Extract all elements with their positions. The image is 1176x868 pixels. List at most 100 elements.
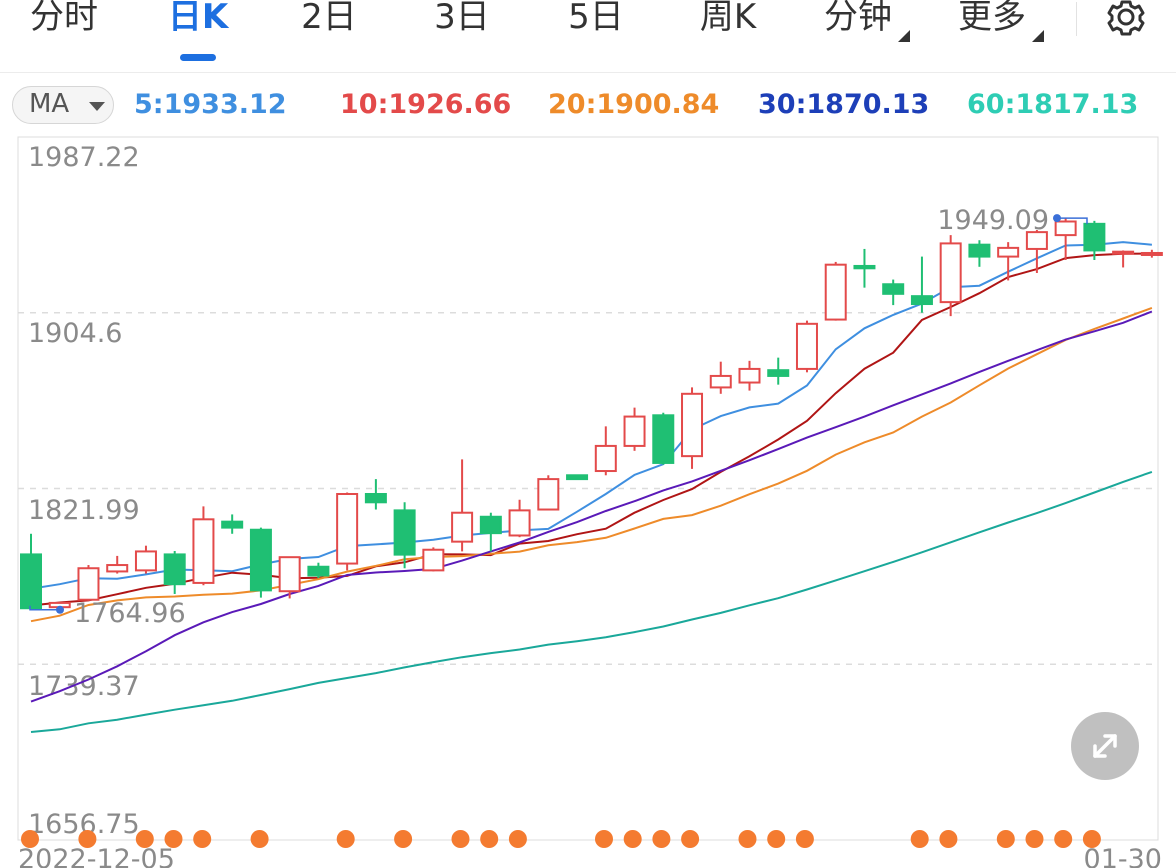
candle (767, 357, 790, 385)
candle (1112, 250, 1135, 268)
candle-body (566, 474, 589, 481)
candle (20, 533, 42, 610)
candle-body (795, 322, 818, 370)
event-marker-dot (451, 830, 470, 848)
candle (594, 426, 617, 476)
candle-body (1054, 220, 1077, 237)
tab-more[interactable]: 更多 (958, 0, 1026, 37)
candles (20, 218, 1163, 612)
candle-body (307, 565, 330, 577)
event-marker-dot (193, 830, 212, 848)
candle (221, 514, 244, 534)
ma20-value: 20:1900.84 (548, 89, 720, 120)
candle-body (968, 243, 991, 258)
ma-indicator-select[interactable]: MA (12, 86, 114, 124)
candle (652, 412, 675, 465)
candle-body (910, 295, 933, 306)
candle-body (882, 283, 905, 295)
candle-body (393, 509, 416, 556)
candle (997, 242, 1020, 281)
min-leader-line (29, 605, 60, 611)
candle-body (997, 246, 1020, 258)
period-tab-bar: 分时 日K 2日 3日 5日 周K 分钟 更多 (0, 0, 1176, 73)
candle (134, 545, 157, 574)
candle (566, 474, 589, 481)
ma60-value: 60:1817.13 (967, 89, 1139, 120)
event-marker-dot (939, 830, 958, 848)
candle-body (738, 367, 761, 384)
tab-3-day[interactable]: 3日 (434, 0, 490, 37)
candle-body (709, 374, 732, 389)
candle (910, 256, 933, 313)
candle (192, 506, 215, 586)
event-marker-dot (595, 830, 613, 848)
tab-2-day[interactable]: 2日 (301, 0, 357, 37)
caret-down-icon (89, 102, 105, 111)
tab-minute[interactable]: 分钟 (824, 0, 892, 37)
ma60-line (30, 470, 1153, 733)
x-axis-labels: 2022-12-05 01-30 (18, 844, 1162, 868)
tab-weekly-k[interactable]: 周K (699, 0, 757, 37)
candle (681, 387, 704, 469)
event-marker-dot (394, 830, 413, 848)
candle (1083, 220, 1106, 260)
candle-body (939, 242, 962, 304)
candle-body (77, 567, 100, 601)
event-marker-dot (738, 830, 757, 848)
candle-body (249, 528, 272, 592)
candle-body (278, 556, 301, 593)
ma5-value: 5:1933.12 (134, 89, 287, 120)
event-marker-dot (250, 830, 269, 848)
candle (479, 512, 502, 552)
candle (623, 407, 646, 451)
candle-body (681, 392, 704, 458)
candle-body (594, 444, 617, 473)
candle (1025, 230, 1048, 273)
expand-chart-button[interactable] (1071, 712, 1139, 780)
tab-5-day[interactable]: 5日 (568, 0, 624, 37)
tab-intraday[interactable]: 分时 (30, 0, 98, 37)
candle-body (163, 553, 186, 586)
candle (537, 475, 560, 511)
candle (364, 479, 387, 510)
candle-body (479, 515, 502, 535)
x-start-label: 2022-12-05 (18, 844, 175, 868)
max-value-label: 1949.09 (937, 205, 1049, 236)
tab-daily-k[interactable]: 日K (167, 0, 229, 37)
candle (163, 551, 186, 594)
candle (709, 361, 732, 394)
candle-body (652, 414, 675, 464)
event-marker-dot (623, 830, 642, 848)
candle (939, 235, 962, 317)
event-marker-dot (21, 830, 39, 848)
candle-body (336, 492, 359, 565)
candle (249, 527, 272, 598)
active-tab-indicator (180, 54, 216, 61)
event-marker-dot (910, 830, 929, 848)
candle-body (767, 369, 790, 377)
candle-body (1083, 222, 1106, 252)
y-tick-label: 1904.6 (28, 318, 122, 349)
moving-average-lines (30, 241, 1153, 733)
more-dropdown-icon (1032, 30, 1044, 42)
candle-body (537, 478, 560, 511)
ma10-line (30, 252, 1152, 607)
expand-arrows-icon (1093, 734, 1117, 758)
event-marker-dot (164, 830, 183, 848)
candle (882, 279, 905, 306)
candle (106, 555, 129, 574)
event-markers (21, 830, 1101, 848)
candle (1054, 218, 1077, 260)
candle-body (134, 550, 157, 572)
candle (336, 492, 359, 571)
minute-dropdown-icon (898, 30, 910, 42)
candle (853, 248, 876, 288)
min-value-label: 1764.96 (74, 598, 186, 629)
event-marker-dot (480, 830, 499, 848)
gear-icon[interactable] (1104, 0, 1148, 38)
candle (278, 556, 301, 599)
event-marker-dot (135, 830, 154, 848)
tab-divider (1076, 2, 1077, 36)
